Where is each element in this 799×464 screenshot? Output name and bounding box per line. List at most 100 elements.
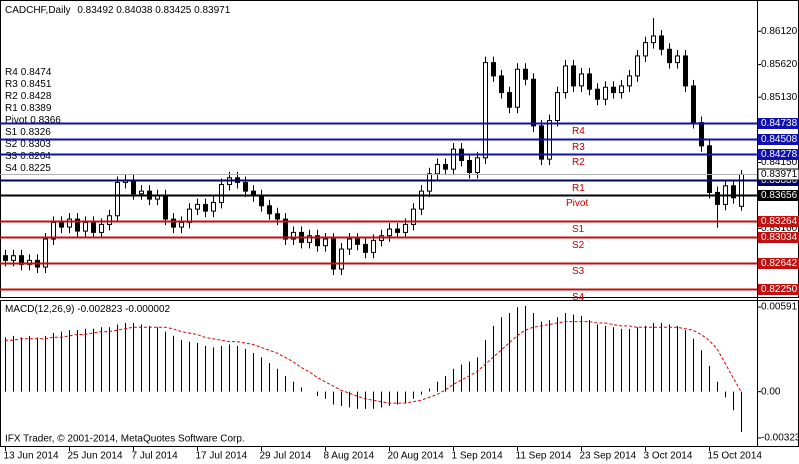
footer: IFX Trader, © 2001-2014, MetaQuotes Soft… (5, 434, 245, 445)
x-tick-label: 20 Aug 2014 (388, 451, 445, 462)
candle-body (411, 208, 416, 225)
level-price-box (758, 216, 799, 227)
level-name: R4 (572, 126, 585, 137)
level-price: 0.84508 (761, 134, 798, 145)
level-price: 0.83034 (761, 232, 798, 243)
y-tick-label: 0.84150 (761, 157, 798, 168)
level-name: S1 (572, 224, 585, 235)
candle-body (435, 163, 440, 175)
x-tick-label: 3 Oct 2014 (644, 451, 693, 462)
x-tick-label: 13 Jun 2014 (4, 451, 59, 462)
level-price-box (758, 232, 799, 243)
level-price: 0.83656 (761, 190, 798, 201)
candle-body (579, 73, 584, 87)
candle-body (475, 157, 480, 173)
candle-body (315, 235, 320, 247)
candle-body (99, 223, 104, 233)
macd-header: MACD(12,26,9) -0.002823 -0.000002 (5, 304, 171, 315)
candle-body (171, 218, 176, 228)
candle-body (691, 85, 696, 124)
candle-body (467, 159, 472, 173)
level-price: 0.84738 (761, 118, 798, 129)
pivot-row: Pivot 0.8366 (5, 115, 61, 126)
pivot-value: 0.8303 (20, 139, 51, 150)
candle-body (43, 238, 48, 268)
x-tick-label: 7 Jul 2014 (132, 451, 179, 462)
candle-body (387, 228, 392, 237)
candle-body (483, 62, 488, 159)
y-tick-label: -0.003239 (761, 433, 799, 444)
pivot-row: R3 0.8451 (5, 79, 52, 90)
pivot-value: 0.8366 (30, 115, 61, 126)
candle-body (347, 238, 352, 250)
header-title: MACD(12,26,9) (5, 304, 74, 315)
candle-body (163, 195, 168, 220)
candle-body (67, 218, 72, 228)
candle-body (515, 68, 520, 108)
candle-body (539, 125, 544, 160)
candle-body (179, 221, 184, 228)
x-tick-label: 23 Sep 2014 (580, 451, 637, 462)
pivot-name: S2 (5, 139, 18, 150)
x-tick-label: 17 Jul 2014 (196, 451, 248, 462)
candle-body (611, 86, 616, 94)
candle-body (403, 223, 408, 233)
pivot-name: S4 (5, 163, 18, 174)
candle-body (715, 191, 720, 205)
candle-body (219, 183, 224, 203)
y-tick-label: 0.86120 (761, 26, 798, 37)
pivot-value: 0.8451 (21, 79, 52, 90)
pivot-value: 0.8225 (20, 163, 51, 174)
level-price-box (758, 118, 799, 129)
bid-price-box (757, 168, 799, 181)
level-name: S3 (572, 266, 585, 277)
candle-body (731, 185, 736, 199)
candle-body (395, 228, 400, 233)
level-name: S2 (572, 240, 585, 251)
x-tick-label: 29 Jul 2014 (260, 451, 312, 462)
candle-body (203, 203, 208, 212)
candle-body (371, 239, 376, 253)
header-macd: -0.002823 (77, 304, 122, 315)
pivot-row: R1 0.8389 (5, 103, 52, 114)
header-close: 0.83971 (194, 5, 231, 16)
pivot-name: S3 (5, 151, 18, 162)
candle-body (443, 163, 448, 170)
candle-body (331, 238, 336, 270)
pivot-value: 0.8389 (21, 103, 52, 114)
level-name: Pivot (566, 198, 588, 209)
candle-body (563, 65, 568, 94)
candle-body (707, 145, 712, 193)
header-open: 0.83492 (77, 5, 114, 16)
candle-body (651, 35, 656, 44)
candle-body (427, 173, 432, 192)
candle-body (659, 35, 664, 50)
level-price-box (758, 258, 799, 269)
candle-body (595, 88, 600, 100)
level-price-box (758, 190, 799, 201)
price-header: CADCHF,Daily 0.83492 0.84038 0.83425 0.8… (5, 5, 231, 16)
pivot-row: S4 0.8225 (5, 163, 51, 174)
candle-body (587, 73, 592, 90)
pivot-row: S3 0.8264 (5, 151, 51, 162)
candle-body (635, 55, 640, 77)
candle-body (195, 203, 200, 210)
candle-body (699, 122, 704, 147)
x-tick-label: 15 Oct 2014 (708, 451, 763, 462)
level-price-box (758, 149, 799, 160)
candle-body (75, 218, 80, 232)
candle-body (131, 179, 136, 195)
candle-body (91, 221, 96, 233)
candle-body (275, 213, 280, 220)
candle-body (643, 42, 648, 57)
level-price: 0.83264 (761, 216, 798, 227)
candle-body (363, 243, 368, 253)
candle-body (355, 238, 360, 245)
level-price-box (758, 284, 799, 295)
pivot-name: R1 (5, 103, 18, 114)
pivot-name: R2 (5, 91, 18, 102)
candle-body (187, 208, 192, 223)
candle-body (291, 231, 296, 240)
candle-body (139, 190, 144, 195)
